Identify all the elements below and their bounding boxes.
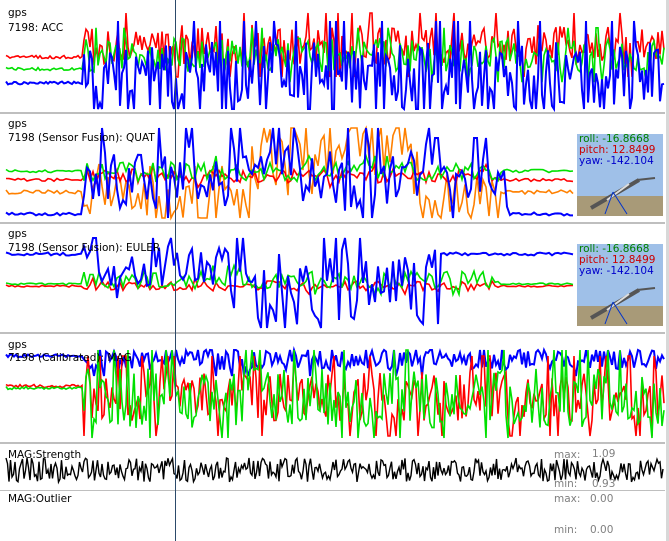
panel-title: 7198: ACC [8,22,64,34]
strength-max-value: 1.09 [592,448,616,460]
quat-z-trace [5,127,573,219]
panel-title: 7198 (Sensor Fusion): QUAT [8,132,155,144]
yaw-label: yaw: [579,155,604,167]
quat-plot [5,125,574,221]
panel-divider [0,332,665,334]
gps-label: gps [8,118,27,130]
roll-value: -16.8668 [602,134,650,145]
strength-plot [5,456,664,485]
panel-divider [0,222,665,224]
roll-label: roll: [579,134,599,145]
gps-label: gps [8,228,27,240]
yaw-label: yaw: [579,265,604,277]
time-cursor[interactable] [175,0,176,541]
roll-label: roll: [579,244,599,255]
strength-min-label: min: [554,478,578,490]
acc-plot [5,12,665,113]
euler-z-trace [5,237,574,329]
mag-panel[interactable]: gps 7198 (Calibrated): MAG [0,336,669,442]
euler-panel[interactable]: gps 7198 (Sensor Fusion): EULER roll: -1… [0,226,669,332]
outlier-max-value: 0.00 [590,493,614,505]
mag-plot [5,346,665,439]
panel-title: 7198 (Calibrated): MAG [8,352,132,364]
yaw-value: -142.104 [606,265,654,277]
panel-divider [0,442,665,444]
euler-plot [5,237,574,329]
roll-value: -16.8668 [602,244,650,255]
panel-title: 7198 (Sensor Fusion): EULER [8,242,161,254]
orientation-widget: roll: -16.8668 pitch: 12.8499 yaw: -142.… [577,244,663,326]
gps-label: gps [8,7,27,19]
outlier-title: MAG:Outlier [8,493,72,505]
mag-x-trace [5,355,665,437]
aircraft-icon [589,177,656,215]
strength-panel[interactable]: MAG:Strength max: 1.09 min: 0.93 [0,446,669,490]
mag-y-trace [5,349,665,439]
strength-title: MAG:Strength [8,449,82,461]
acc-panel[interactable]: gps 7198: ACC [0,5,669,113]
vertical-scrollbar[interactable] [666,0,669,541]
pitch-value: 12.8499 [612,254,656,266]
quat-panel[interactable]: gps 7198 (Sensor Fusion): QUAT roll: -16… [0,116,669,222]
outlier-min-value: 0.00 [590,524,614,536]
ground [577,306,663,326]
strength-min-value: 0.93 [592,478,616,490]
pitch-value: 12.8499 [612,144,656,156]
aircraft-icon [589,287,656,325]
strength-max-label: max: [554,449,581,461]
ground [577,196,663,216]
acc-z-trace [5,20,665,113]
gps-label: gps [8,339,27,351]
orientation-widget: roll: -16.8668 pitch: 12.8499 yaw: -142.… [577,134,663,216]
outlier-panel[interactable]: MAG:Outlier max: 0.00 min: 0.00 [0,491,669,541]
pitch-label: pitch: [579,144,609,156]
pitch-label: pitch: [579,254,609,266]
strength-trace [5,456,664,485]
yaw-value: -142.104 [606,155,654,167]
outlier-max-label: max: [554,493,581,505]
panel-divider [0,490,665,491]
outlier-min-label: min: [554,524,578,536]
panel-divider [0,112,665,114]
